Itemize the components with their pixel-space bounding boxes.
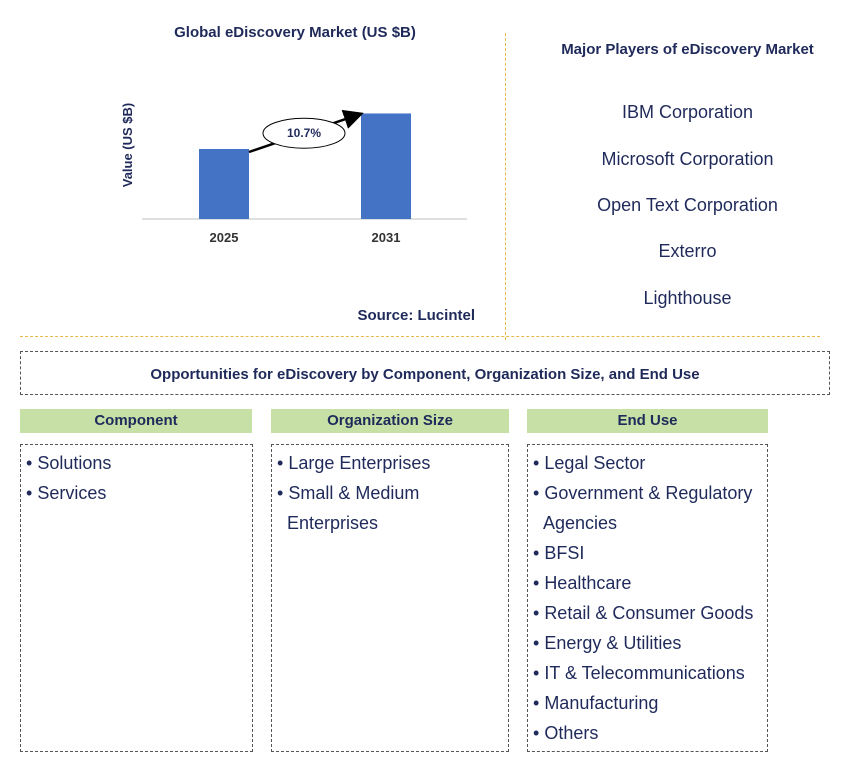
list-item: Retail & Consumer Goods — [529, 598, 767, 628]
opportunities-title: Opportunities for eDiscovery by Componen… — [150, 366, 700, 383]
vertical-divider — [505, 33, 506, 340]
bar-chart: Value (US $B) 2025 2031 10.7% — [120, 103, 467, 245]
list-item: Manufacturing — [529, 688, 767, 718]
horizontal-divider — [20, 336, 820, 337]
end-use-list: Legal Sector Government & Regulatory Age… — [529, 448, 767, 748]
list-item: BFSI — [529, 538, 767, 568]
column-box-component — [20, 444, 253, 752]
opportunities-title-box — [20, 351, 830, 395]
list-item: Services — [22, 478, 247, 508]
player-item: Exterro — [658, 241, 717, 261]
list-item: Solutions — [22, 448, 247, 478]
list-item: Others — [529, 718, 767, 748]
list-item: Large Enterprises — [273, 448, 505, 478]
list-item: Small & Medium Enterprises — [273, 478, 505, 538]
growth-rate-label: 10.7% — [287, 126, 321, 140]
players-title: Major Players of eDiscovery Market — [561, 41, 814, 58]
growth-ellipse — [262, 117, 346, 149]
column-box-organization-size — [271, 444, 509, 752]
player-item: Lighthouse — [643, 288, 732, 308]
y-axis-label: Value (US $B) — [120, 103, 135, 188]
player-item: Microsoft Corporation — [601, 149, 774, 169]
list-item: Energy & Utilities — [529, 628, 767, 658]
chart-title: Global eDiscovery Market (US $B) — [174, 24, 416, 41]
player-item: IBM Corporation — [621, 102, 754, 122]
player-item: Open Text Corporation — [597, 195, 778, 215]
list-item: Healthcare — [529, 568, 767, 598]
x-ticks-group: 2025 2031 — [210, 230, 401, 245]
list-item: Government & Regulatory Agencies — [529, 478, 767, 538]
bars-group — [199, 113, 411, 219]
list-item: Legal Sector — [529, 448, 767, 478]
component-list: Solutions Services — [22, 448, 247, 508]
bar-2025 — [199, 149, 249, 219]
list-item: IT & Telecommunications — [529, 658, 767, 688]
x-tick-label: 2031 — [372, 230, 401, 245]
column-box-end-use — [527, 444, 768, 752]
bar-2031 — [361, 113, 411, 219]
column-header-end-use: End Use — [527, 409, 768, 433]
column-header-component: Component — [20, 409, 252, 433]
column-header-organization-size: Organization Size — [271, 409, 509, 433]
organization-size-list: Large Enterprises Small & Medium Enterpr… — [273, 448, 505, 538]
x-tick-label: 2025 — [210, 230, 239, 245]
source-label: Source: Lucintel — [357, 307, 475, 324]
